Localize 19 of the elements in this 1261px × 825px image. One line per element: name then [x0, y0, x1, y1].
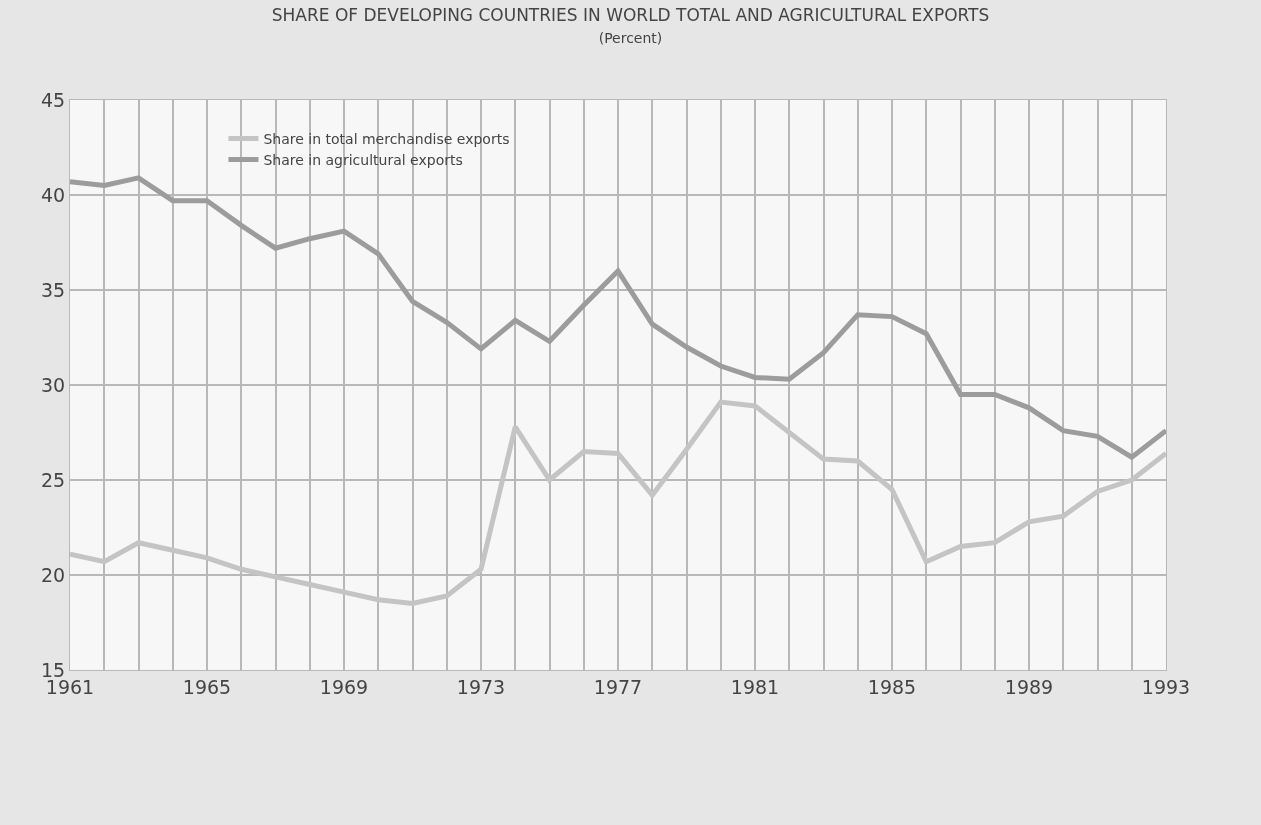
- y-tick-label: 15: [41, 658, 66, 681]
- y-tick-label: 45: [41, 88, 66, 111]
- x-tick-label: 1965: [182, 675, 232, 698]
- x-tick-label: 1993: [1141, 675, 1191, 698]
- y-tick-label: 20: [41, 563, 66, 586]
- y-tick-label: 25: [41, 468, 66, 491]
- x-tick-label: 1981: [730, 675, 780, 698]
- y-tick-label: 40: [41, 183, 66, 206]
- x-tick-label: 1989: [1004, 675, 1054, 698]
- chart-subtitle: (Percent): [598, 29, 663, 46]
- legend-label: Share in total merchandise exports: [263, 130, 510, 147]
- y-tick-label: 30: [41, 373, 66, 396]
- chart-title: SHARE OF DEVELOPING COUNTRIES IN WORLD TOTAL AND AGRICULTURAL EXPORTS: [271, 4, 990, 25]
- legend-label: Share in agricultural exports: [263, 152, 463, 169]
- x-tick-label: 1985: [867, 675, 917, 698]
- x-tick-label: 1977: [593, 675, 643, 698]
- y-tick-label: 35: [41, 278, 66, 301]
- x-tick-label: 1973: [456, 675, 506, 698]
- x-tick-label: 1969: [319, 675, 369, 698]
